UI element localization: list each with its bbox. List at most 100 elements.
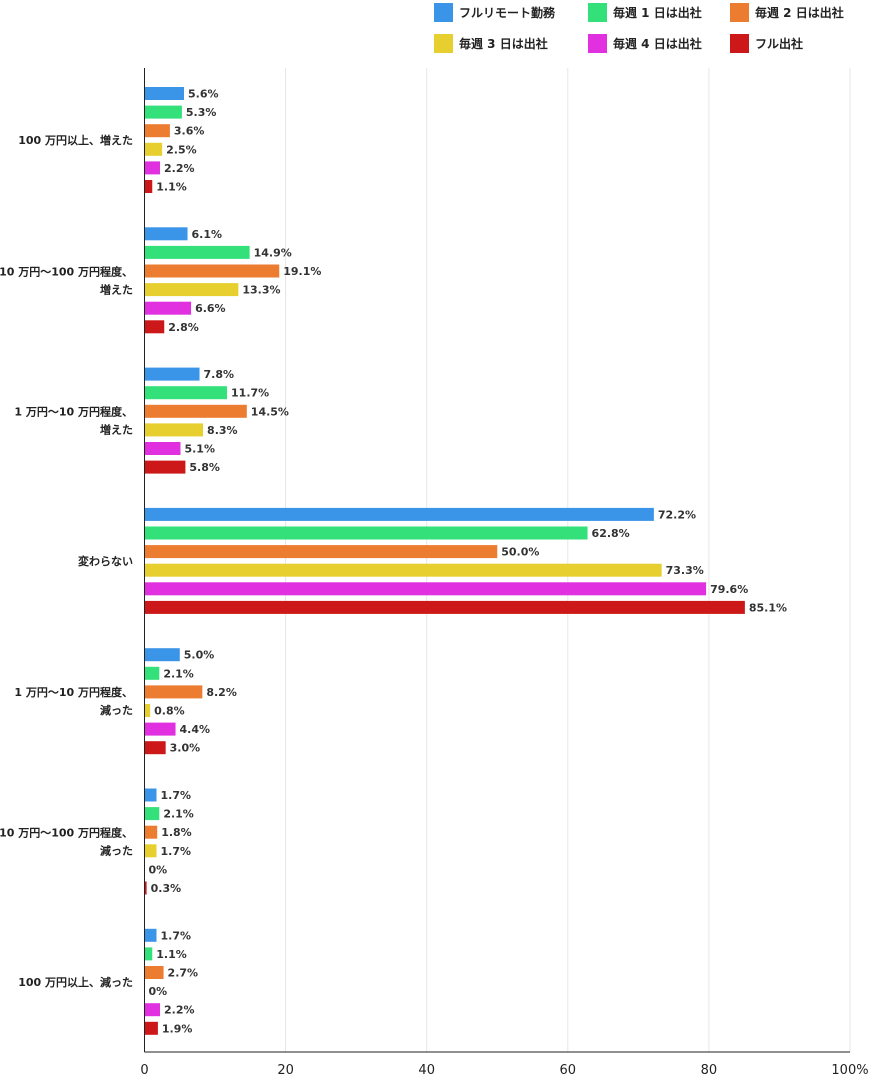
bar	[144, 423, 204, 437]
data-label: 1.8%	[161, 826, 192, 839]
x-tick-label: 40	[418, 1063, 435, 1078]
data-label: 13.3%	[242, 284, 280, 297]
bar	[144, 142, 163, 156]
data-label: 1.7%	[160, 789, 191, 802]
data-label: 73.3%	[666, 564, 704, 577]
data-label: 3.0%	[170, 742, 201, 755]
bar	[144, 582, 707, 596]
bar	[144, 807, 160, 821]
bars	[144, 87, 745, 1035]
bar	[144, 685, 203, 699]
legend-swatch	[730, 34, 749, 53]
data-label: 6.6%	[195, 302, 226, 315]
bar	[144, 526, 588, 540]
legend-entry: 毎週 3 日は出社	[459, 36, 548, 51]
bar	[144, 105, 182, 119]
bar	[144, 825, 158, 839]
data-label: 5.3%	[186, 106, 217, 119]
data-label: 6.1%	[192, 228, 223, 241]
bar	[144, 442, 181, 455]
bar	[144, 666, 160, 680]
data-label: 1.1%	[156, 181, 187, 194]
legend-entry: 毎週 1 日は出社	[613, 5, 702, 20]
bar	[144, 264, 280, 278]
data-label: 2.2%	[164, 1004, 195, 1017]
data-label: 4.4%	[180, 723, 211, 736]
data-label: 1.1%	[156, 948, 187, 961]
data-label: 14.5%	[251, 405, 289, 418]
data-label: 2.5%	[166, 143, 197, 156]
category-label: 減った	[100, 844, 133, 858]
bar	[144, 881, 147, 895]
data-label: 2.1%	[163, 808, 194, 821]
bar	[144, 283, 239, 297]
x-tick-label: 100%	[831, 1063, 868, 1078]
data-label: 8.2%	[206, 686, 237, 699]
category-label: 100 万円以上、減った	[18, 975, 133, 989]
bar	[144, 788, 157, 802]
data-label: 1.7%	[160, 845, 191, 858]
bar	[144, 460, 186, 474]
data-label: 79.6%	[710, 583, 748, 596]
category-label: 1 万円〜10 万円程度、	[14, 405, 133, 419]
x-tick-label: 80	[701, 1063, 718, 1078]
data-label: 50.0%	[501, 546, 539, 559]
bar	[144, 741, 166, 755]
bar	[144, 161, 161, 175]
legend-entry: フルリモート勤務	[459, 5, 556, 20]
data-label: 0.8%	[154, 705, 185, 718]
bar	[144, 245, 250, 259]
category-label: 100 万円以上、増えた	[18, 133, 133, 147]
value-labels: 5.6% 5.3% 3.6% 2.5% 2.2% 1.1% 6.1% 14.9% 19.1%13…	[149, 88, 788, 1036]
bar	[144, 928, 157, 942]
data-label: 7.8%	[204, 368, 235, 381]
data-label: 2.7%	[168, 967, 199, 980]
bar	[144, 507, 654, 521]
data-label: 5.0%	[184, 649, 215, 662]
data-label: 0%	[149, 863, 168, 876]
data-label: 11.7%	[231, 387, 269, 400]
bar	[144, 124, 170, 138]
bar	[144, 563, 662, 577]
category-label: 10 万円〜100 万円程度、	[0, 264, 133, 278]
data-label: 2.1%	[163, 667, 194, 680]
bar	[144, 947, 153, 961]
data-label: 5.6%	[188, 88, 219, 101]
bar	[144, 180, 153, 193]
data-label: 72.2%	[658, 508, 696, 521]
bar	[144, 966, 164, 979]
legend-entry: 毎週 4 日は出社	[613, 36, 702, 51]
legend-swatch	[434, 34, 453, 53]
x-tick-label: 0	[140, 1063, 148, 1078]
data-label: 8.3%	[207, 424, 238, 437]
x-tick-label: 20	[277, 1063, 294, 1078]
bar	[144, 227, 188, 241]
grid-lines	[285, 68, 851, 1052]
bar	[144, 386, 228, 400]
bar	[144, 87, 185, 100]
category-label: 増えた	[100, 423, 133, 437]
bar	[144, 545, 498, 559]
data-label: 1.7%	[160, 929, 191, 942]
data-label: 14.9%	[254, 246, 292, 259]
data-label: 62.8%	[592, 527, 630, 540]
bar	[144, 722, 176, 736]
category-label: 増えた	[100, 282, 133, 296]
category-label: 1 万円〜10 万円程度、	[14, 685, 133, 699]
legend-swatch	[434, 3, 453, 22]
category-label: 10 万円〜100 万円程度、	[0, 826, 133, 840]
legend-entry: フル出社	[755, 36, 803, 51]
legend-swatch	[588, 3, 607, 22]
data-label: 19.1%	[283, 265, 321, 278]
data-label: 1.9%	[162, 1022, 193, 1035]
legend-swatch	[588, 34, 607, 53]
bar	[144, 1003, 161, 1017]
data-label: 2.8%	[168, 321, 199, 334]
category-label: 減った	[100, 703, 133, 717]
data-label: 3.6%	[174, 125, 205, 138]
bar	[144, 704, 151, 717]
bar	[144, 600, 745, 614]
